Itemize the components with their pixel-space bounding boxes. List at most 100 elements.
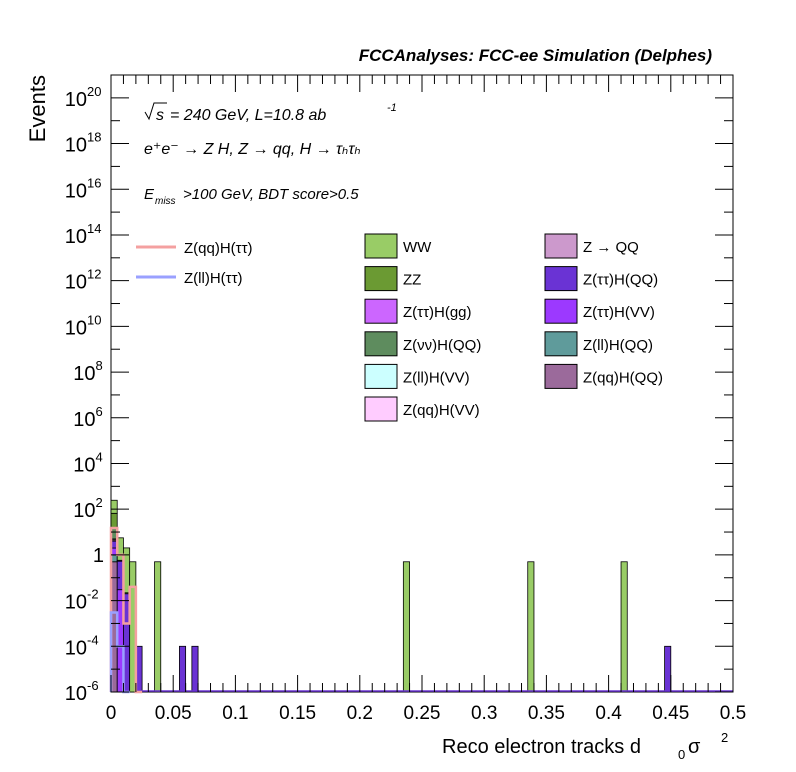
legend-label: Z(ll)H(VV) xyxy=(403,369,470,386)
svg-text:10: 10 xyxy=(65,592,87,614)
svg-text:10: 10 xyxy=(65,272,87,294)
x-tick-label: 0.45 xyxy=(652,703,689,724)
signal-line-z-qq-h xyxy=(109,526,143,694)
y-tick-label: 10 -6 xyxy=(65,678,99,705)
svg-text:0: 0 xyxy=(678,747,685,762)
bar-zz xyxy=(110,512,118,528)
svg-text:10: 10 xyxy=(73,500,95,522)
legend-label: Z → QQ xyxy=(583,239,639,256)
legend-swatch-z-h-qq xyxy=(364,331,398,357)
x-tick-label: 0.2 xyxy=(347,703,373,724)
svg-text:4: 4 xyxy=(96,449,103,464)
y-tick-label: 1 xyxy=(93,545,104,567)
legend-label: ZZ xyxy=(403,272,421,289)
y-tick-label: 10 20 xyxy=(65,84,102,111)
y-tick-label: 10 10 xyxy=(65,312,102,339)
svg-text:10: 10 xyxy=(65,637,87,659)
svg-text:6: 6 xyxy=(96,404,103,419)
svg-text:10: 10 xyxy=(87,312,101,327)
legend-label: Z(ll)H(QQ) xyxy=(583,337,653,354)
svg-text:-2: -2 xyxy=(87,587,99,602)
legend-label: Z(ll)H(ττ) xyxy=(184,270,243,287)
legend-label: WW xyxy=(403,239,432,256)
legend-swatch-z-qq-h-vv xyxy=(364,396,398,422)
y-tick-label: 10 2 xyxy=(73,495,102,522)
svg-text:10: 10 xyxy=(65,683,87,705)
legend-label: Z(νν)H(QQ) xyxy=(403,337,481,354)
svg-text:10: 10 xyxy=(65,89,87,111)
y-tick-label: 10 8 xyxy=(73,358,102,385)
legend-swatch-z-ll-h-qq xyxy=(544,331,578,357)
x-tick-label: 0.05 xyxy=(155,703,192,724)
svg-text:2: 2 xyxy=(96,495,103,510)
svg-text:10: 10 xyxy=(73,409,95,431)
x-axis-label: Reco electron tracks d 0 σ 2 xyxy=(442,730,728,762)
svg-text:miss: miss xyxy=(155,196,176,207)
legend-swatch-zz xyxy=(364,266,398,292)
y-tick-label: 10 16 xyxy=(65,175,102,202)
x-axis: 0 0.05 0.1 0.15 0.2 0.25 0.3 0.35 0.4 0.45 0.5 xyxy=(106,75,746,724)
bar-ww xyxy=(402,561,410,693)
bar-ww xyxy=(110,499,118,514)
x-tick-label: 0 xyxy=(106,703,117,724)
bar-ww xyxy=(620,561,628,693)
svg-text:>100 GeV, BDT score>0.5: >100 GeV, BDT score>0.5 xyxy=(183,186,359,203)
x-tick-label: 0.1 xyxy=(222,703,248,724)
x-tick-label: 0.5 xyxy=(720,703,746,724)
legend-label: Z(qq)H(VV) xyxy=(403,402,480,419)
legend-swatch-z-qq-h-qq xyxy=(544,363,578,389)
y-tick-label: 10 -4 xyxy=(65,632,99,659)
legend-label: Z(qq)H(QQ) xyxy=(583,369,663,386)
y-tick-label: 10 18 xyxy=(65,130,102,157)
x-tick-label: 0.35 xyxy=(528,703,565,724)
energy-lumi-annotation: s = 240 GeV, L=10.8 ab -1 xyxy=(144,102,397,124)
svg-text:10: 10 xyxy=(73,363,95,385)
svg-text:20: 20 xyxy=(87,84,101,99)
svg-text:1: 1 xyxy=(93,545,104,567)
legend-swatch-z-ll-h-vv xyxy=(364,363,398,389)
legend-swatch-z-h-gg xyxy=(364,298,398,324)
x-tick-label: 0.15 xyxy=(279,703,316,724)
svg-text:Reco electron tracks d: Reco electron tracks d xyxy=(442,736,641,758)
svg-text:2: 2 xyxy=(721,730,728,745)
legend-swatch-ww xyxy=(364,233,398,259)
svg-text:10: 10 xyxy=(65,135,87,157)
svg-text:14: 14 xyxy=(87,221,101,236)
selection-annotation: E miss >100 GeV, BDT score>0.5 xyxy=(144,186,359,207)
bar-z-h-qq xyxy=(664,645,672,693)
y-tick-label: 10 14 xyxy=(65,221,102,248)
bar-z-h-qq xyxy=(191,645,199,693)
y-axis-label: Events xyxy=(25,75,50,142)
legend-label: Z(ττ)H(QQ) xyxy=(583,272,658,289)
svg-text:12: 12 xyxy=(87,267,101,282)
legend-label: Z(qq)H(ττ) xyxy=(184,240,253,257)
svg-text:-6: -6 xyxy=(87,678,99,693)
x-tick-label: 0.3 xyxy=(471,703,497,724)
svg-text:18: 18 xyxy=(87,130,101,145)
x-tick-label: 0.4 xyxy=(595,703,622,724)
svg-text:-4: -4 xyxy=(87,632,99,647)
svg-text:16: 16 xyxy=(87,175,101,190)
svg-text:10: 10 xyxy=(65,226,87,248)
svg-text:σ: σ xyxy=(688,736,701,758)
svg-text:10: 10 xyxy=(65,180,87,202)
sqrt-s-label: s xyxy=(156,107,164,124)
y-tick-label: 10 12 xyxy=(65,267,102,294)
legend-label: Z(ττ)H(VV) xyxy=(583,304,655,321)
svg-text:10: 10 xyxy=(65,317,87,339)
inverse-ab-superscript: -1 xyxy=(387,102,397,114)
x-tick-label: 0.25 xyxy=(404,703,441,724)
energy-lumi-text: = 240 GeV, L=10.8 ab xyxy=(170,107,326,124)
svg-text:8: 8 xyxy=(96,358,103,373)
bar-z-h-qq xyxy=(179,645,187,693)
bar-ww xyxy=(527,561,535,693)
y-tick-label: 10 4 xyxy=(73,449,102,476)
legend-swatch-z-qq xyxy=(544,233,578,259)
y-tick-label: 10 -2 xyxy=(65,587,99,614)
chart-title: FCCAnalyses: FCC-ee Simulation (Delphes) xyxy=(359,46,713,65)
y-tick-label: 10 6 xyxy=(73,404,102,431)
legend-label: Z(ττ)H(gg) xyxy=(403,304,472,321)
process-annotation: e⁺e⁻ → Z H, Z → qq, H → τₕτₕ xyxy=(144,141,361,158)
